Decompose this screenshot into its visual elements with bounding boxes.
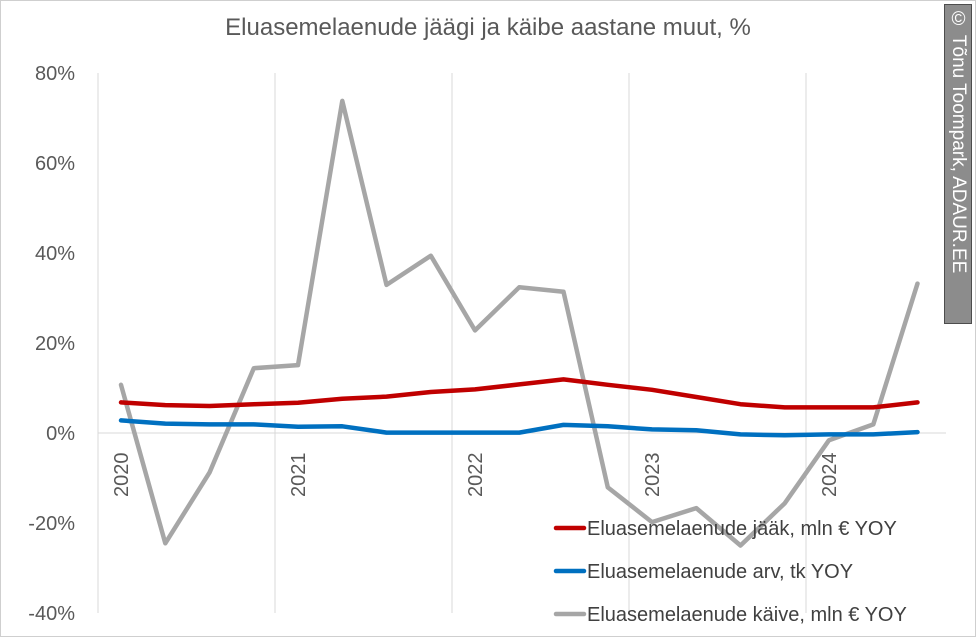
y-tick-label: 80%	[35, 63, 75, 85]
series-line-2	[118, 98, 920, 548]
y-tick-label: 60%	[35, 153, 75, 175]
x-tick-label: 2022	[465, 453, 487, 498]
series-line-1	[118, 418, 920, 438]
chart-title: Eluasemelaenude jäägi ja käibe aastane m…	[225, 14, 751, 41]
series-lines	[118, 98, 920, 548]
legend: Eluasemelaenude jääk, mln € YOY Eluasemel…	[553, 518, 907, 626]
y-tick-label: 0%	[46, 423, 75, 445]
legend-label: Eluasemelaenude käive, mln € YOY	[587, 604, 907, 626]
y-tick-label: 20%	[35, 333, 75, 355]
credit-text: © Tõnu Toompark, ADAUR.EE	[948, 9, 969, 274]
x-axis-tick-labels: 2020 2021 2022 2023 2024	[111, 453, 841, 498]
y-tick-label: -20%	[28, 513, 75, 535]
series-line-0	[118, 377, 920, 410]
legend-label: Eluasemelaenude arv, tk YOY	[587, 561, 853, 583]
y-tick-label: 40%	[35, 243, 75, 265]
x-tick-label: 2021	[288, 453, 310, 498]
legend-label: Eluasemelaenude jääk, mln € YOY	[587, 518, 897, 540]
x-tick-label: 2024	[819, 453, 841, 498]
y-tick-label: -40%	[28, 603, 75, 625]
x-tick-label: 2023	[642, 453, 664, 498]
x-tick-label: 2020	[111, 453, 133, 498]
credit-badge: © Tõnu Toompark, ADAUR.EE	[944, 4, 972, 324]
y-axis-tick-labels: -40% -20% 0% 20% 40% 60% 80%	[28, 63, 75, 625]
